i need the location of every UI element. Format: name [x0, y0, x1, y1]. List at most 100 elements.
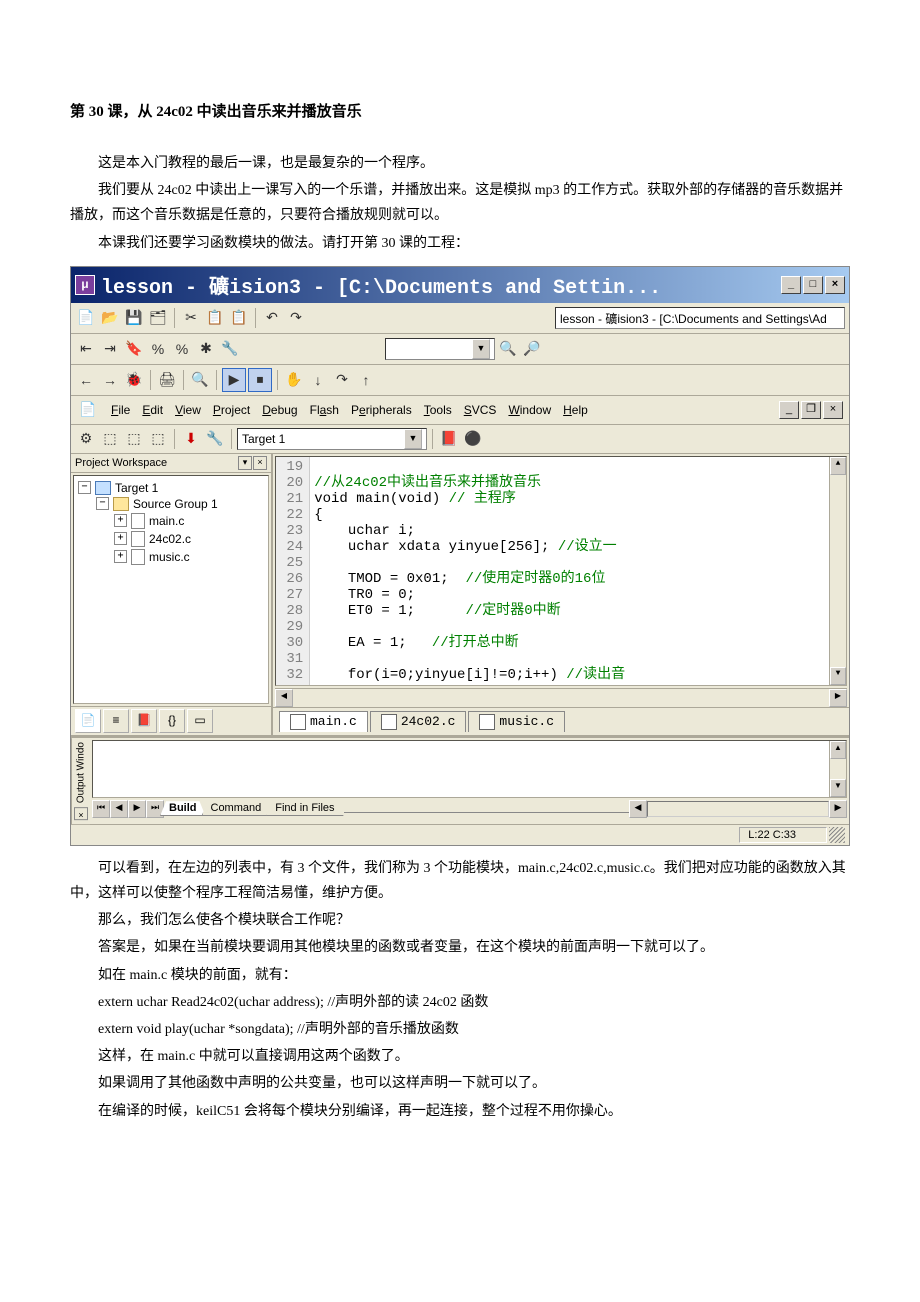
- debug-icon[interactable]: 🐞: [123, 369, 145, 391]
- menu-flash[interactable]: Flash: [310, 403, 339, 417]
- output-scrollbar[interactable]: ▲ ▼: [829, 741, 846, 797]
- maximize-button[interactable]: □: [803, 276, 823, 294]
- menu-edit[interactable]: Edit: [142, 403, 163, 417]
- tree-expand-icon[interactable]: +: [114, 550, 127, 563]
- menu-help[interactable]: Help: [563, 403, 588, 417]
- menu-window[interactable]: Window: [508, 403, 551, 417]
- ws-tab-func[interactable]: {}: [159, 709, 185, 733]
- book-icon[interactable]: 📕: [438, 428, 460, 450]
- bookmark-prev-icon[interactable]: %: [171, 338, 193, 360]
- target-combo[interactable]: Target 1 ▼: [237, 428, 427, 450]
- menu-project[interactable]: Project: [213, 403, 250, 417]
- run-icon[interactable]: ▶: [222, 368, 246, 392]
- tree-expand-icon[interactable]: +: [114, 532, 127, 545]
- editor-tab[interactable]: main.c: [279, 711, 368, 732]
- indent-left-icon[interactable]: ⇤: [75, 338, 97, 360]
- vertical-scrollbar[interactable]: ▲ ▼: [829, 457, 846, 685]
- minimize-button[interactable]: _: [781, 276, 801, 294]
- build-all-icon[interactable]: ⬚: [123, 428, 145, 450]
- redo-icon[interactable]: ↷: [285, 307, 307, 329]
- output-tab-find[interactable]: Find in Files: [266, 801, 343, 816]
- ws-tab-templ[interactable]: ▭: [187, 709, 213, 733]
- mdi-restore-button[interactable]: ❐: [801, 401, 821, 419]
- tab-prev-icon[interactable]: ◀: [110, 800, 128, 818]
- tree-collapse-icon[interactable]: −: [96, 497, 109, 510]
- cut-icon[interactable]: ✂: [180, 307, 202, 329]
- stop-icon[interactable]: ⏹: [248, 368, 272, 392]
- find-icon[interactable]: 🔍: [497, 338, 519, 360]
- tree-collapse-icon[interactable]: −: [78, 481, 91, 494]
- zoom-icon[interactable]: 🔍: [189, 369, 211, 391]
- stop-build-icon[interactable]: ⬚: [147, 428, 169, 450]
- step-out-icon[interactable]: ↑: [355, 369, 377, 391]
- ws-tab-regs[interactable]: ≡: [103, 709, 129, 733]
- hand-icon[interactable]: ✋: [283, 369, 305, 391]
- ws-close-icon[interactable]: ×: [253, 456, 267, 470]
- editor-tab[interactable]: music.c: [468, 711, 565, 732]
- resize-grip-icon[interactable]: [829, 827, 845, 843]
- tab-first-icon[interactable]: ⏮: [92, 800, 110, 818]
- scroll-left-icon[interactable]: ◀: [275, 689, 293, 707]
- step-icon[interactable]: ↓: [307, 369, 329, 391]
- scroll-up-icon[interactable]: ▲: [830, 457, 846, 475]
- config-icon[interactable]: 🔧: [219, 338, 241, 360]
- menu-file[interactable]: File: [111, 403, 130, 417]
- scroll-right-icon[interactable]: ▶: [829, 689, 847, 707]
- mdi-close-button[interactable]: ×: [823, 401, 843, 419]
- build-icon[interactable]: ⚙: [75, 428, 97, 450]
- step-over-icon[interactable]: ↷: [331, 369, 353, 391]
- rebuild-icon[interactable]: ⬚: [99, 428, 121, 450]
- project-tree[interactable]: − Target 1 − Source Group 1 + main.c: [73, 475, 269, 704]
- tree-group[interactable]: Source Group 1: [133, 497, 218, 511]
- paste-icon[interactable]: 📋: [228, 307, 250, 329]
- save-all-icon[interactable]: 🗂: [147, 307, 169, 329]
- print-icon[interactable]: 🖨: [156, 369, 178, 391]
- horizontal-scrollbar[interactable]: ◀ ▶: [275, 688, 847, 705]
- para-10: 这样，在 main.c 中就可以直接调用这两个函数了。: [70, 1044, 850, 1069]
- code-content[interactable]: //从24c02中读出音乐来并播放音乐 void main(void) // 主…: [310, 457, 829, 685]
- manage-icon[interactable]: ⚫: [462, 428, 484, 450]
- download-icon[interactable]: ⬇: [180, 428, 202, 450]
- mdi-minimize-button[interactable]: _: [779, 401, 799, 419]
- editor-tab[interactable]: 24c02.c: [370, 711, 467, 732]
- tree-file[interactable]: 24c02.c: [149, 532, 191, 546]
- options-icon[interactable]: 🔧: [204, 428, 226, 450]
- tree-target[interactable]: Target 1: [115, 481, 158, 495]
- find-in-files-icon[interactable]: 🔎: [521, 338, 543, 360]
- tree-file[interactable]: main.c: [149, 514, 184, 528]
- scroll-down-icon[interactable]: ▼: [830, 667, 846, 685]
- open-file-icon[interactable]: 📂: [99, 307, 121, 329]
- menu-peripherals[interactable]: Peripherals: [351, 403, 412, 417]
- output-tab-build[interactable]: Build: [160, 801, 206, 816]
- tree-expand-icon[interactable]: +: [114, 514, 127, 527]
- bookmark-next-icon[interactable]: %: [147, 338, 169, 360]
- menu-svcs[interactable]: SVCS: [464, 403, 497, 417]
- back-icon[interactable]: ←: [75, 369, 97, 391]
- scroll-down-icon[interactable]: ▼: [830, 779, 846, 797]
- menu-tools[interactable]: Tools: [424, 403, 452, 417]
- menu-view[interactable]: View: [175, 403, 201, 417]
- indent-right-icon[interactable]: ⇥: [99, 338, 121, 360]
- bookmark-clear-icon[interactable]: ✱: [195, 338, 217, 360]
- save-icon[interactable]: 💾: [123, 307, 145, 329]
- close-button[interactable]: ×: [825, 276, 845, 294]
- output-pane[interactable]: ▲ ▼: [92, 740, 847, 798]
- tab-next-icon[interactable]: ▶: [128, 800, 146, 818]
- output-tab-command[interactable]: Command: [202, 801, 271, 816]
- code-editor[interactable]: 19 20 21 22 23 24 25 26 27 28 29 30 31 3…: [275, 456, 847, 686]
- output-close-icon[interactable]: ×: [74, 807, 88, 820]
- find-combo[interactable]: ▼: [385, 338, 495, 360]
- new-file-icon[interactable]: 📄: [75, 307, 97, 329]
- copy-icon[interactable]: 📋: [204, 307, 226, 329]
- ws-pin-icon[interactable]: ▾: [238, 456, 252, 470]
- menu-debug[interactable]: Debug: [262, 403, 297, 417]
- ws-tab-files[interactable]: 📄: [75, 709, 101, 733]
- scroll-up-icon[interactable]: ▲: [830, 741, 846, 759]
- tree-file[interactable]: music.c: [149, 550, 190, 564]
- hscroll-left-icon[interactable]: ◀: [629, 800, 647, 818]
- forward-icon[interactable]: →: [99, 369, 121, 391]
- bookmark-icon[interactable]: 🔖: [123, 338, 145, 360]
- undo-icon[interactable]: ↶: [261, 307, 283, 329]
- ws-tab-books[interactable]: 📕: [131, 709, 157, 733]
- hscroll-right-icon[interactable]: ▶: [829, 800, 847, 818]
